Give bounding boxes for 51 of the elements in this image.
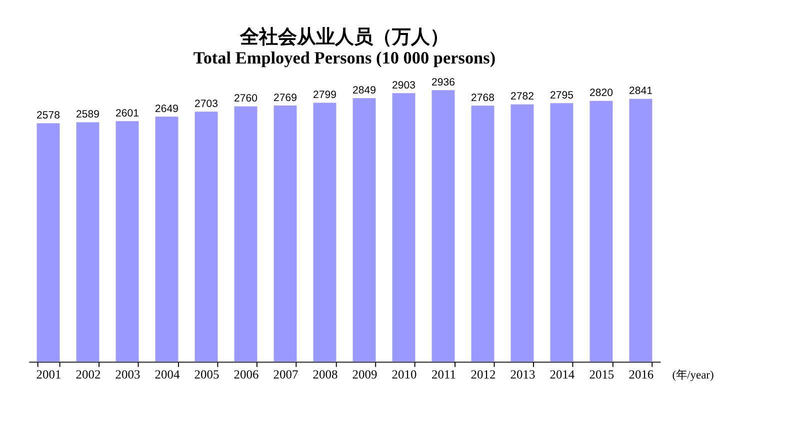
x-tick-label: 2001 (36, 367, 62, 382)
chart-title: 全社会从业人员（万人） (239, 26, 449, 48)
x-tick-label: 2003 (115, 367, 140, 382)
x-tick-label: 2004 (154, 367, 180, 382)
data-label: 2849 (352, 84, 376, 96)
data-label: 2601 (116, 107, 140, 120)
data-label: 2760 (234, 92, 258, 105)
bar (76, 122, 100, 362)
data-label: 2768 (471, 92, 495, 104)
x-tick-label: 2016 (628, 367, 654, 382)
bar (629, 98, 652, 362)
data-label: 2795 (550, 89, 574, 102)
x-tick-label: 2014 (550, 367, 576, 382)
bar (392, 93, 416, 362)
chart-subtitle: Total Employed Persons (10 000 persons) (193, 48, 496, 68)
data-label: 2589 (76, 108, 100, 120)
bar (471, 106, 494, 362)
x-tick-label: 2012 (470, 367, 496, 382)
x-tick-label: 2007 (273, 367, 298, 382)
bar (155, 116, 178, 362)
x-tick-label: 2011 (432, 367, 456, 382)
x-tick-label: 2006 (234, 367, 259, 382)
bar (510, 104, 534, 362)
data-label: 2903 (392, 79, 416, 92)
bar (116, 121, 139, 362)
data-label: 2769 (274, 92, 298, 104)
bar (274, 106, 297, 362)
data-label: 2936 (432, 76, 456, 88)
x-tick-label: 2008 (312, 367, 338, 382)
data-label: 2799 (313, 89, 337, 101)
x-tick-label: 2015 (589, 367, 614, 382)
bar (432, 90, 455, 362)
bar (194, 112, 218, 362)
data-label: 2820 (590, 87, 614, 100)
x-tick-label: 2009 (352, 367, 378, 382)
x-tick-label: 2010 (392, 367, 417, 382)
x-tick-label: 2002 (76, 367, 101, 382)
data-label: 2782 (510, 90, 534, 103)
x-tick-label: 2005 (194, 367, 220, 382)
x-tick-label: 2013 (510, 367, 536, 382)
data-label: 2841 (629, 85, 653, 98)
bar (234, 106, 258, 362)
data-label: 2649 (155, 102, 179, 115)
bar (36, 123, 60, 362)
bar (550, 103, 574, 362)
x-axis-title: (年/year) (672, 369, 714, 382)
bar (352, 98, 376, 362)
bar (313, 102, 336, 362)
bar (590, 100, 613, 362)
data-label: 2703 (194, 98, 218, 110)
data-label: 2578 (36, 109, 60, 122)
